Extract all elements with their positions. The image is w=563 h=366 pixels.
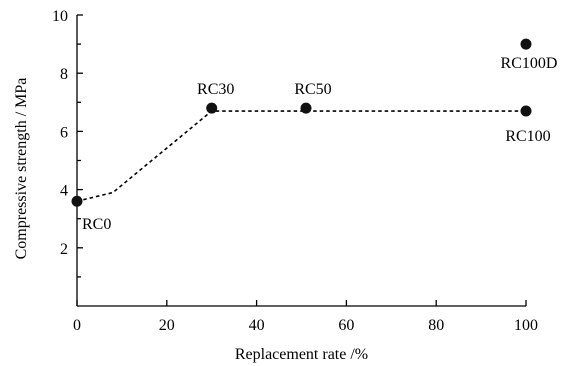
- y-tick-label: 2: [60, 241, 68, 258]
- x-axis-title: Replacement rate /%: [235, 346, 368, 363]
- data-point-rc0: [71, 195, 83, 207]
- y-tick-label: 8: [60, 66, 68, 83]
- y-tick-label: 6: [60, 124, 68, 141]
- data-point-rc100d: [520, 38, 532, 50]
- x-tick-label: 80: [428, 317, 444, 334]
- y-tick-label: 10: [52, 8, 68, 25]
- data-point-rc100: [520, 105, 532, 117]
- x-axis-ticks: 0 20 40 60 80 100: [73, 300, 538, 334]
- y-axis-ticks: 2 4 6 8 10: [52, 8, 83, 278]
- trend-line-group: [76, 110, 526, 203]
- point-label-rc30: RC30: [197, 81, 234, 98]
- x-tick-label: 20: [159, 317, 175, 334]
- y-axis-title: Compressive strength / MPa: [13, 78, 30, 260]
- data-point-rc50: [300, 102, 312, 114]
- x-tick-label: 60: [338, 317, 354, 334]
- x-tick-label: 100: [514, 317, 538, 334]
- point-label-rc100d: RC100D: [501, 55, 558, 72]
- y-tick-label: 4: [60, 183, 68, 200]
- data-points: [71, 38, 532, 207]
- point-label-rc0: RC0: [82, 216, 111, 233]
- point-labels: RC0 RC30 RC50 RC100 RC100D: [82, 55, 557, 233]
- data-point-rc30: [206, 102, 218, 114]
- trend-line: [76, 110, 526, 203]
- x-tick-label: 0: [73, 317, 81, 334]
- axes: [76, 15, 526, 307]
- point-label-rc100: RC100: [505, 128, 550, 145]
- point-label-rc50: RC50: [294, 81, 331, 98]
- x-tick-label: 40: [249, 317, 265, 334]
